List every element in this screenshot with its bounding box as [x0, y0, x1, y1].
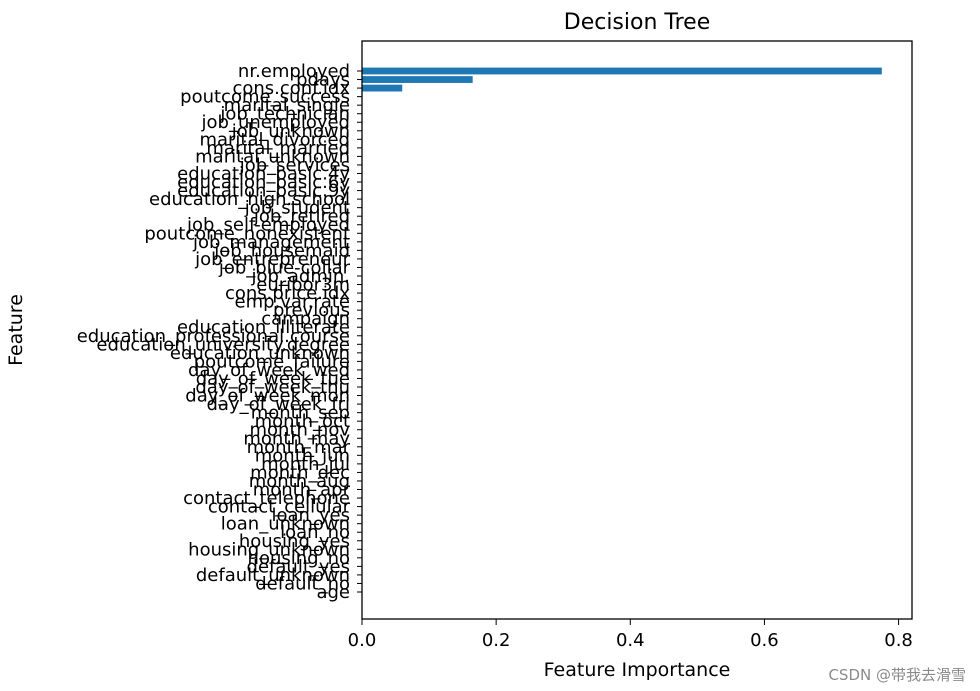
- y-tick-label: cons.conf.idx: [232, 78, 350, 99]
- y-tick-label: month_jul: [261, 454, 350, 475]
- y-tick-label: job_housemaid: [213, 240, 350, 261]
- y-tick-label: pdays: [296, 70, 350, 91]
- y-tick-label: month_nov: [250, 420, 351, 441]
- y-tick-label: euribor3m: [256, 275, 350, 296]
- y-tick-label: housing_unknown: [188, 539, 350, 560]
- y-tick-label: contact_telephone: [183, 488, 350, 509]
- y-tick-label: day_of_week_fri: [207, 394, 351, 415]
- y-tick-label: month_oct: [255, 411, 350, 432]
- y-tick-label: loan_unknown: [221, 514, 350, 535]
- x-tick-label: 0.0: [348, 630, 377, 651]
- y-tick-label: housing_no: [248, 548, 350, 569]
- y-tick-label: loan_no: [280, 522, 350, 543]
- y-tick-label: day_of_week_thu: [195, 377, 350, 398]
- y-tick-label: job_unknown: [231, 121, 350, 142]
- bar-cons.conf.idx: [362, 84, 403, 92]
- y-tick-label: marital_single: [224, 95, 350, 116]
- y-tick-label: job_retired: [253, 206, 350, 227]
- y-tick-label: education_basic.6y: [177, 172, 350, 193]
- y-tick-label: housing_yes: [239, 531, 350, 552]
- bar-nr.employed: [362, 67, 882, 75]
- x-tick-label: 0.2: [482, 630, 511, 651]
- y-tick-label: month_may: [243, 428, 350, 449]
- y-tick-label: job_unemployed: [201, 112, 350, 133]
- x-tick-label: 0.6: [750, 630, 779, 651]
- y-tick-label: education_illiterate: [177, 317, 350, 338]
- y-tick-label: marital_divorced: [199, 129, 350, 150]
- y-tick-label: job_technician: [219, 104, 350, 125]
- y-tick-label: job_admin.: [250, 266, 350, 287]
- y-tick-label: month_apr: [253, 480, 351, 501]
- watermark: CSDN @带我去滑雪: [828, 666, 966, 684]
- y-tick-label: job_entrepreneur: [194, 249, 350, 270]
- x-ticks: 0.0 0.2 0.4 0.6 0.8: [348, 619, 913, 651]
- y-tick-label: education_basic.4y: [177, 163, 350, 184]
- y-tick-label: emp.var.rate: [235, 292, 350, 313]
- y-tick-label: day_of_week_mon: [185, 386, 350, 407]
- y-tick-label: job_student: [244, 198, 350, 219]
- y-tick-label: job_services: [239, 155, 350, 176]
- y-tick-label: default_unknown: [196, 565, 350, 586]
- y-tick-label: education_professional.course: [77, 326, 350, 347]
- y-tick-label: marital_unknown: [195, 146, 350, 167]
- plot-frame: [361, 40, 913, 620]
- y-tick-label: job_management: [192, 232, 350, 253]
- y-tick-label: loan_yes: [271, 505, 350, 526]
- y-tick-label: education_university.degree: [96, 334, 350, 355]
- y-tick-label: day_of_week_wed: [188, 360, 350, 381]
- x-tick-label: 0.8: [884, 630, 913, 651]
- y-tick-label: nr.employed: [238, 61, 350, 82]
- y-tick-label: month_jun: [255, 445, 350, 466]
- y-tick-label: cons.price.idx: [225, 283, 350, 304]
- chart-title: Decision Tree: [564, 10, 711, 35]
- y-tick-label: month_aug: [249, 471, 350, 492]
- y-tick-label: poutcome_nonexistent: [144, 223, 350, 244]
- y-tick-label: day_of_week_tue: [196, 368, 350, 389]
- y-tick-label: job_blue-collar: [218, 257, 351, 278]
- x-axis-label: Feature Importance: [544, 659, 731, 681]
- y-tick-labels: nr.employedpdayscons.conf.idxpoutcome_su…: [77, 61, 362, 603]
- y-tick-label: education_unknown: [170, 343, 350, 364]
- bars-group: [362, 67, 882, 92]
- bar-pdays: [362, 76, 473, 83]
- y-tick-label: contact_cellular: [208, 497, 351, 518]
- y-tick-label: job_self-employed: [186, 215, 350, 236]
- y-tick-label: poutcome_success: [180, 87, 350, 108]
- y-tick-label: campaign: [261, 309, 350, 330]
- y-tick-label: month_sep: [251, 403, 350, 424]
- y-axis-label: Feature: [5, 294, 27, 366]
- y-tick-label: default_no: [255, 573, 350, 594]
- y-tick-label: previous: [273, 300, 350, 321]
- y-tick-label: education_high.school: [149, 189, 350, 210]
- y-tick-label: month_mar: [247, 437, 351, 458]
- x-tick-label: 0.4: [616, 630, 645, 651]
- y-tick-label: education_basic.9y: [177, 181, 350, 202]
- y-tick-label: default_yes: [247, 556, 350, 577]
- y-tick-label: month_dec: [250, 462, 350, 483]
- y-tick-label: poutcome_failure: [194, 351, 350, 372]
- y-tick-label: age: [316, 582, 350, 603]
- y-tick-label: marital_married: [206, 138, 350, 159]
